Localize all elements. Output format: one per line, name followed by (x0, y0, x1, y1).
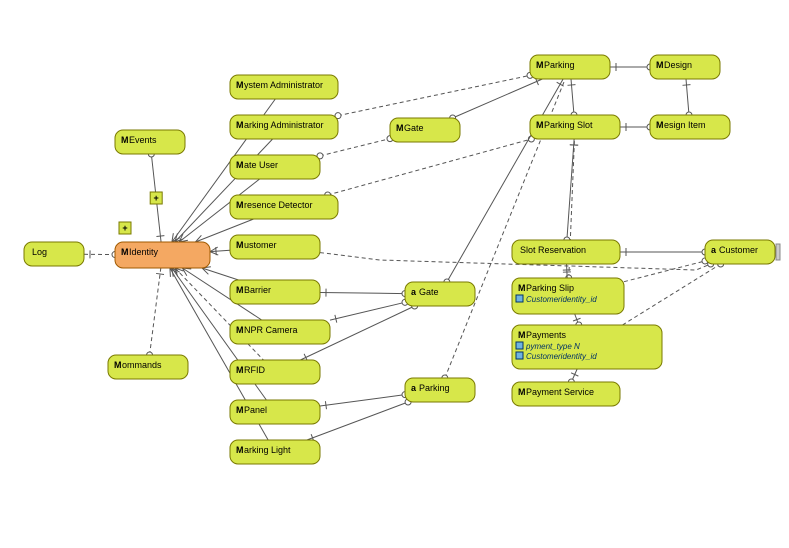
node-icon: M (656, 60, 664, 70)
node-icon: M (121, 135, 129, 145)
node-agate[interactable]: a Gate (405, 282, 475, 306)
svg-text:+: + (122, 223, 127, 233)
node-icon: M (236, 120, 244, 130)
node-label: Log (32, 247, 47, 257)
node-parkadmin[interactable]: Marking Administrator (230, 115, 338, 139)
node-label: Parking Slip (526, 283, 574, 293)
edge-panel-aparking (320, 395, 405, 406)
node-icon: M (236, 80, 244, 90)
edge-payments-acustomer (622, 264, 720, 325)
node-rfid[interactable]: M RFID (230, 360, 320, 384)
node-icon: M (236, 240, 244, 250)
node-label: ustomer (244, 240, 277, 250)
node-label: NPR Camera (244, 325, 298, 335)
node-icon: M (236, 325, 244, 335)
edge-slotres-parkingslot (567, 139, 574, 240)
node-presence[interactable]: Mresence Detector (230, 195, 338, 219)
node-label: arking Administrator (244, 120, 324, 130)
node-events[interactable]: MEvents (115, 130, 185, 154)
node-design[interactable]: MDesign (650, 55, 720, 79)
edge-presence-parkingslot (328, 139, 532, 195)
er-diagram-canvas: ++ LogMIdentityMEventsMommandsMystem Adm… (0, 0, 789, 548)
node-label: resence Detector (244, 200, 313, 210)
node-attr: pyment_type N (525, 342, 580, 351)
node-icon: M (518, 387, 526, 397)
node-label: Gate (404, 123, 424, 133)
node-payments[interactable]: M Payments pyment_type NCustomeridentity_… (512, 325, 662, 369)
edge-parkingslip-acustomer (624, 261, 705, 282)
nodes-layer: LogMIdentityMEventsMommandsMystem Admini… (24, 55, 780, 464)
node-icon: M (518, 283, 526, 293)
node-label: Payment Service (526, 387, 594, 397)
node-label: ommands (122, 360, 162, 370)
node-mcustomer[interactable]: Mustomer (230, 235, 320, 259)
edge-gateuser-mgate (320, 139, 390, 156)
node-icon: M (396, 123, 404, 133)
edge-commands-identity (150, 268, 161, 355)
node-icon: M (236, 445, 244, 455)
node-label: ate User (244, 160, 278, 170)
node-designitem[interactable]: Mesign Item (650, 115, 730, 139)
edge-parkadmin-parking (338, 75, 530, 115)
node-label: Events (129, 135, 157, 145)
node-label: Parking Slot (544, 120, 593, 130)
node-barrier[interactable]: MBarrier (230, 280, 320, 304)
node-label: Customer (719, 245, 758, 255)
svg-text:+: + (154, 193, 159, 203)
node-label: ystem Administrator (244, 80, 323, 90)
node-icon: M (121, 247, 129, 257)
node-label: arking Light (244, 445, 291, 455)
node-label: Slot Reservation (520, 245, 586, 255)
node-label: Identity (129, 247, 159, 257)
node-aparking[interactable]: aParking (405, 378, 475, 402)
node-label: Barrier (244, 285, 271, 295)
node-label: Parking (419, 383, 450, 393)
node-icon: M (536, 120, 544, 130)
node-acustomer[interactable]: aCustomer (705, 240, 775, 264)
node-icon: M (656, 120, 664, 130)
node-label: Parking (544, 60, 575, 70)
node-label: Panel (244, 405, 267, 415)
node-mgate[interactable]: M Gate (390, 118, 460, 142)
node-attr: Customeridentity_id (526, 295, 597, 304)
node-label: esign Item (664, 120, 706, 130)
node-icon: M (114, 360, 122, 370)
node-slotres[interactable]: Slot Reservation (512, 240, 620, 264)
node-icon: M (236, 365, 244, 375)
node-log[interactable]: Log (24, 242, 84, 266)
edge-npr-agate (330, 302, 405, 320)
node-npr[interactable]: MNPR Camera (230, 320, 330, 344)
edge-barrier-agate (320, 293, 405, 294)
node-commands[interactable]: Mommands (108, 355, 188, 379)
node-icon: M (236, 285, 244, 295)
node-icon: M (236, 405, 244, 415)
node-label: RFID (244, 365, 265, 375)
node-sysadmin[interactable]: Mystem Administrator (230, 75, 338, 99)
node-icon: M (536, 60, 544, 70)
node-label: Payments (526, 330, 567, 340)
node-identity[interactable]: MIdentity (115, 242, 210, 268)
node-parkingslip[interactable]: M Parking Slip Customeridentity_id (512, 278, 624, 314)
node-icon: M (518, 330, 526, 340)
node-gateuser[interactable]: Mate User (230, 155, 320, 179)
node-parking[interactable]: MParking (530, 55, 610, 79)
node-payservice[interactable]: MPayment Service (512, 382, 620, 406)
selection-grip (776, 244, 780, 260)
node-label: Design (664, 60, 692, 70)
node-panel[interactable]: M Panel (230, 400, 320, 424)
edge-mgate-parking (453, 79, 543, 118)
edge-parkinglight-aparking (307, 402, 408, 440)
node-icon: M (236, 200, 244, 210)
node-parkinglight[interactable]: Marking Light (230, 440, 320, 464)
node-parkingslot[interactable]: MParking Slot (530, 115, 620, 139)
node-attr: Customeridentity_id (526, 352, 597, 361)
node-icon: M (236, 160, 244, 170)
node-label: Gate (419, 287, 439, 297)
edge-identity-parkadmin (175, 139, 273, 242)
